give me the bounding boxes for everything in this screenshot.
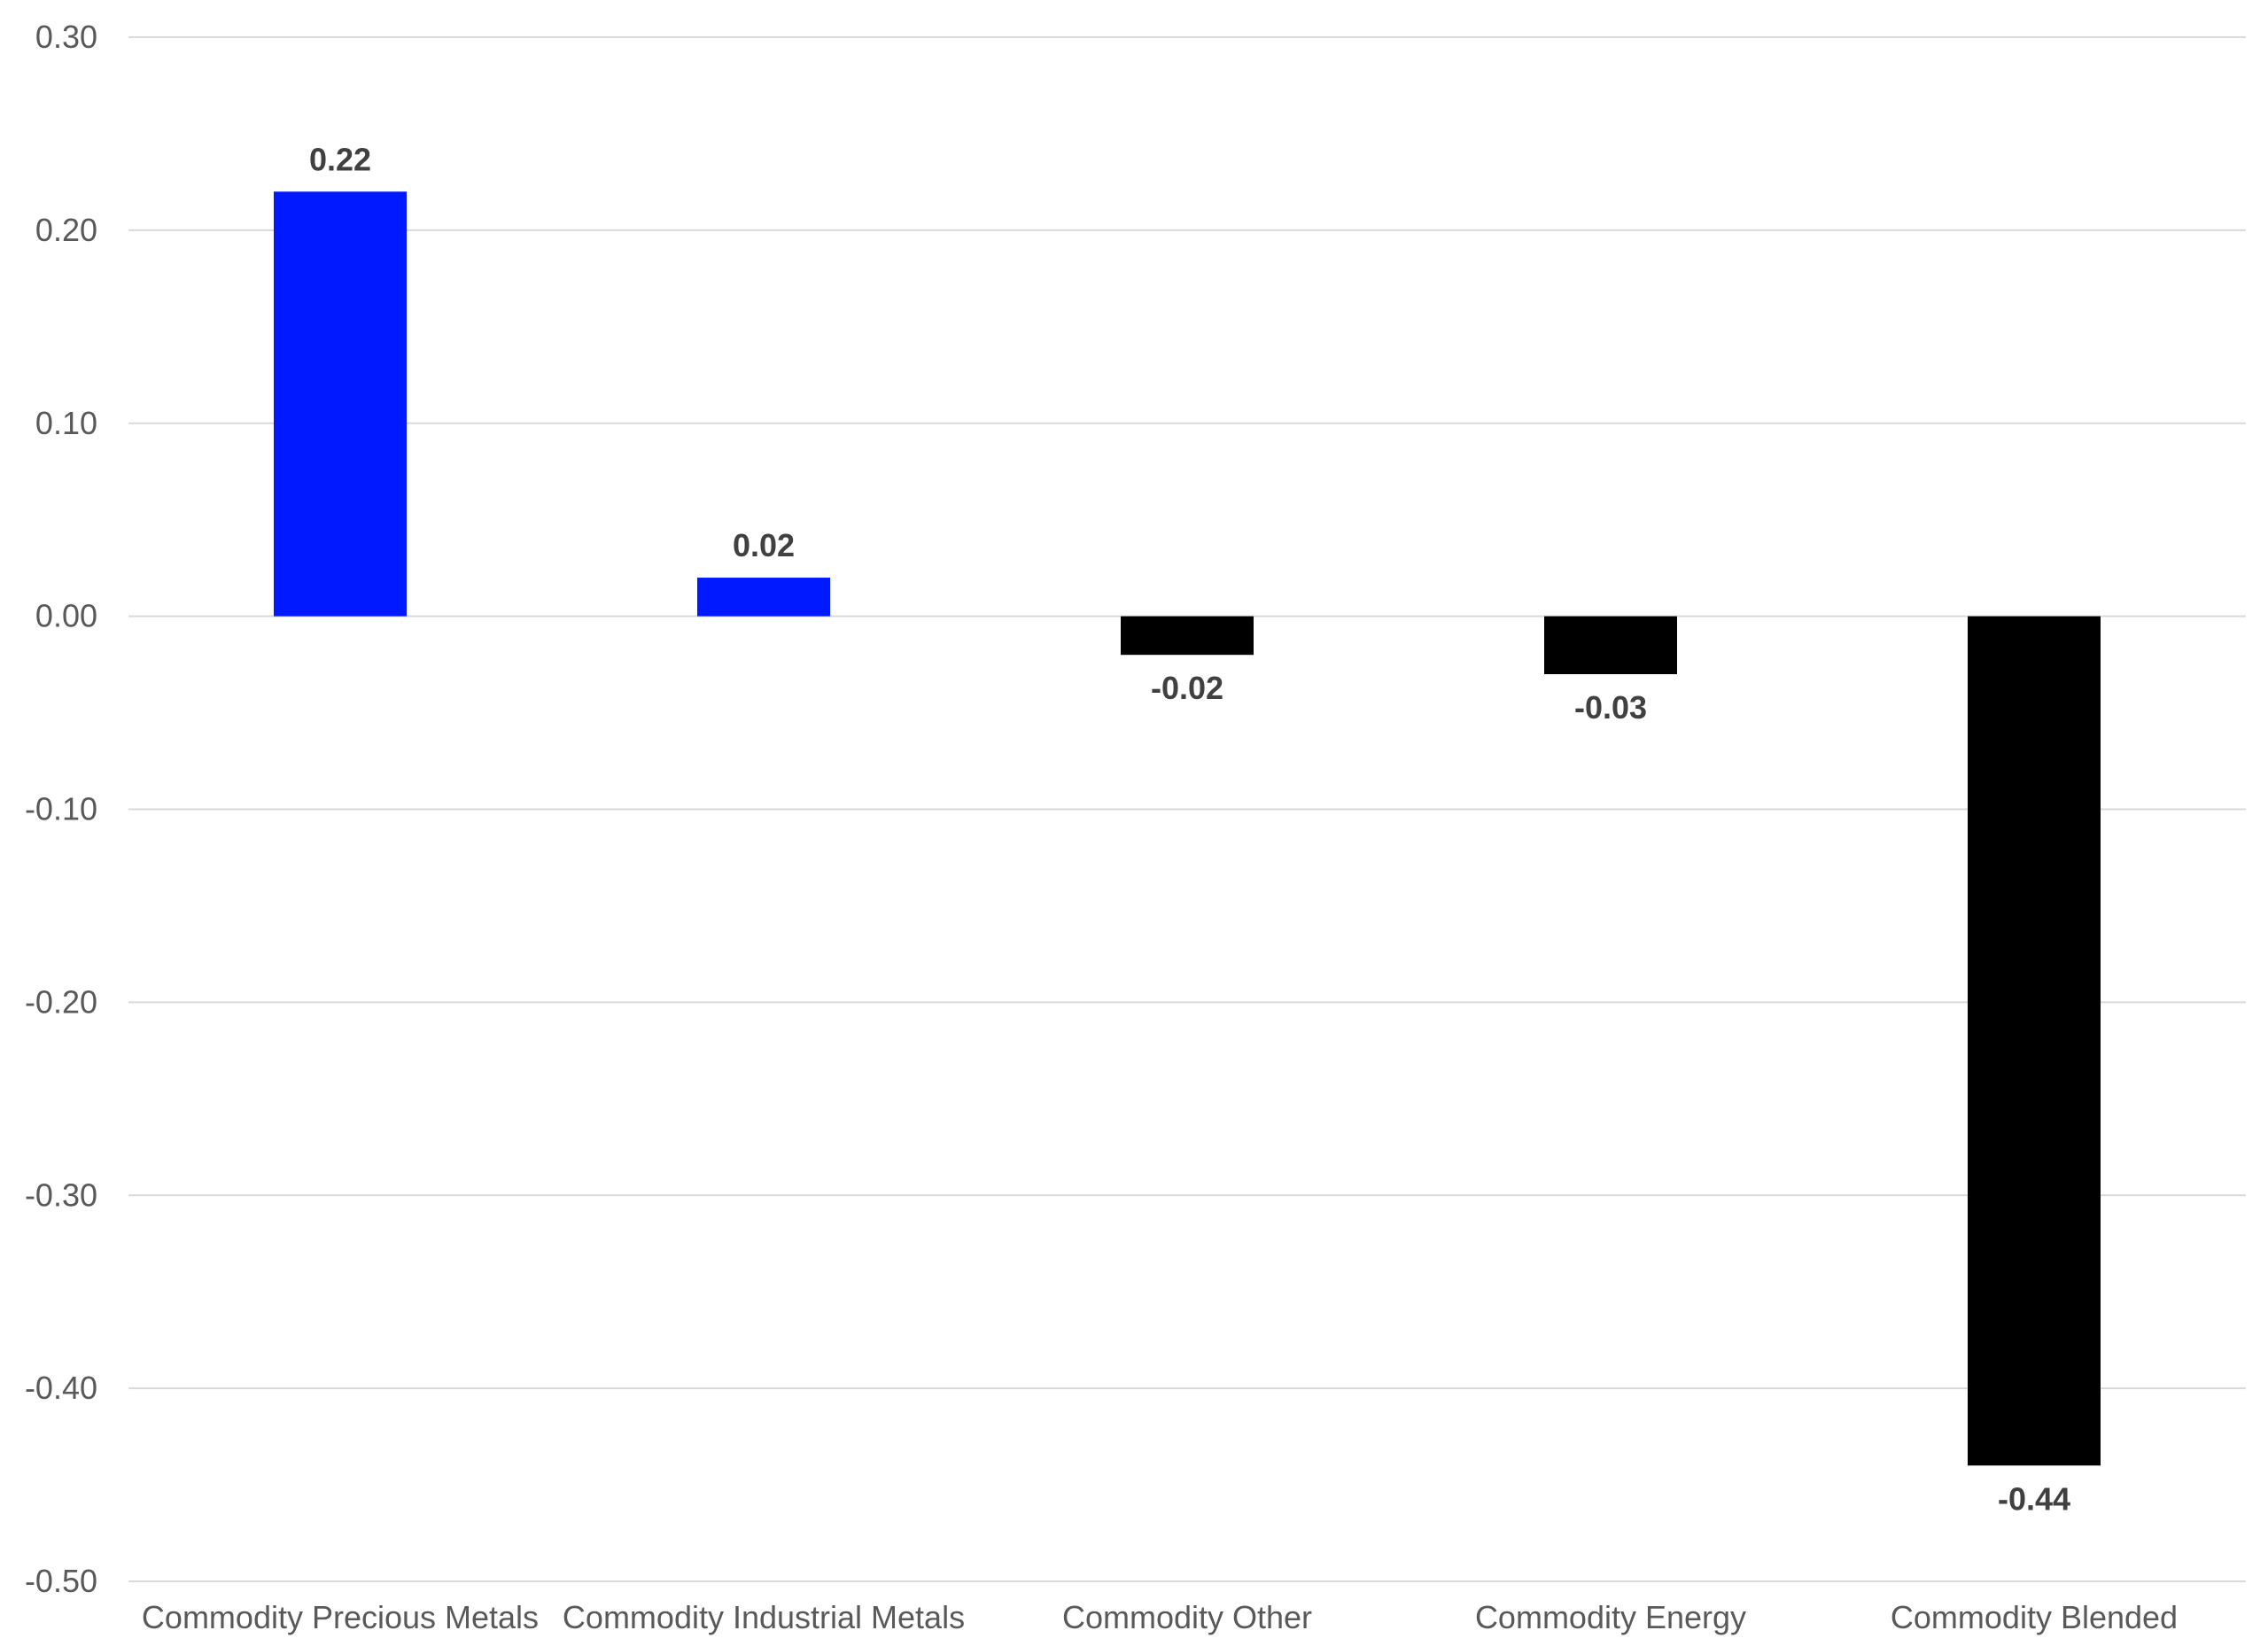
y-tick-label: 0.00 (35, 598, 97, 634)
x-category-label: Commodity Blended (1891, 1599, 2178, 1635)
data-labels: 0.22 0.02 -0.02 -0.03 -0.44 (309, 141, 2070, 1517)
bar (1121, 616, 1254, 656)
y-tick-label: -0.40 (25, 1370, 97, 1406)
data-label: -0.44 (1998, 1480, 2070, 1517)
data-label: 0.22 (309, 141, 371, 177)
y-axis-tick-labels: 0.30 0.20 0.10 0.00 -0.10 -0.20 -0.30 -0.40 -0.5… (25, 19, 97, 1599)
x-category-label: Commodity Other (1062, 1599, 1312, 1635)
x-category-label: Commodity Industrial Metals (563, 1599, 965, 1635)
x-category-label: Commodity Precious Metals (142, 1599, 539, 1635)
bar (1968, 616, 2101, 1466)
y-tick-label: 0.10 (35, 405, 97, 441)
y-tick-label: -0.30 (25, 1176, 97, 1213)
x-category-label: Commodity Energy (1475, 1599, 1746, 1635)
y-tick-label: 0.20 (35, 212, 97, 248)
bar (697, 578, 830, 617)
y-tick-label: -0.10 (25, 791, 97, 827)
data-label: -0.03 (1574, 689, 1647, 726)
bar (274, 191, 407, 617)
y-tick-label: -0.20 (25, 983, 97, 1020)
gridlines (128, 36, 2246, 1582)
bar (1544, 616, 1677, 674)
y-tick-label: 0.30 (35, 19, 97, 55)
x-axis-category-labels: Commodity Precious Metals Commodity Indus… (142, 1599, 2178, 1635)
data-label: 0.02 (733, 527, 795, 563)
data-label: -0.02 (1151, 670, 1223, 706)
bars (274, 191, 2101, 1466)
y-tick-label: -0.50 (25, 1563, 97, 1599)
